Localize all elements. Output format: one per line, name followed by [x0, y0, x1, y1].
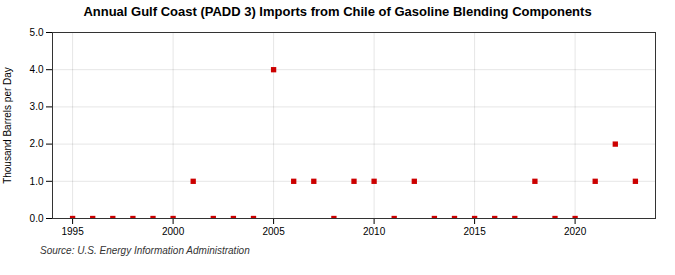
- svg-text:1.0: 1.0: [30, 176, 44, 187]
- html-text:Annual Gulf Coast (PADD 3) Imp: Annual Gulf Coast (PADD 3) Imports from …: [83, 4, 592, 19]
- svg-text:0.0: 0.0: [30, 213, 44, 224]
- svg-text:2.0: 2.0: [30, 138, 44, 149]
- svg-text:4.0: 4.0: [30, 64, 44, 75]
- svg-text:2015: 2015: [463, 226, 486, 237]
- svg-text:2010: 2010: [363, 226, 386, 237]
- svg-text:2020: 2020: [564, 226, 587, 237]
- svg-text:Thousand Barrels per Day: Thousand Barrels per Day: [2, 67, 13, 184]
- svg-text:2005: 2005: [262, 226, 285, 237]
- svg-text:3.0: 3.0: [30, 101, 44, 112]
- svg-text:2000: 2000: [162, 226, 185, 237]
- svg-text:5.0: 5.0: [30, 27, 44, 38]
- html-text:Source: U.S. Energy Informatio: Source: U.S. Energy Information Administ…: [40, 245, 250, 256]
- svg-text:1995: 1995: [61, 226, 84, 237]
